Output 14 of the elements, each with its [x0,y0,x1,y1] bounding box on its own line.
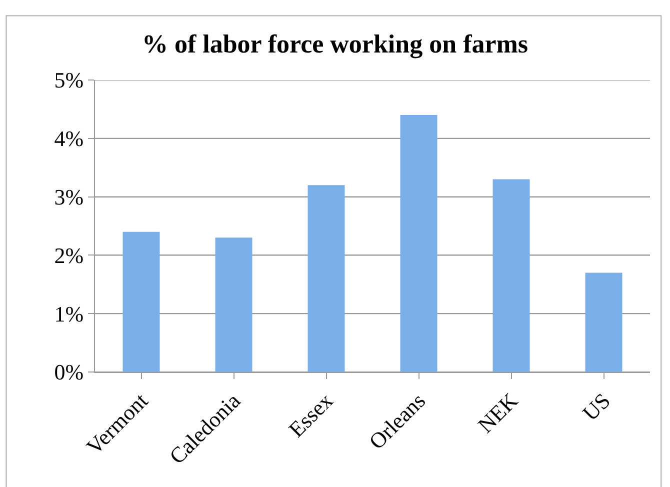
y-tick-label: 5% [54,68,84,93]
bar [215,238,252,372]
bar [122,232,160,372]
y-tick-label: 4% [54,126,84,152]
bar [492,179,530,372]
y-tick-label: 0% [54,360,84,385]
bar [308,185,345,372]
y-tick-label: 2% [54,242,84,268]
y-tick-label: 1% [54,301,84,326]
bar [585,272,622,372]
y-tick-label: 3% [54,184,84,210]
x-tick-label: US [578,388,616,426]
bar [400,115,438,372]
chart-title: % of labor force working on farms [142,29,528,58]
